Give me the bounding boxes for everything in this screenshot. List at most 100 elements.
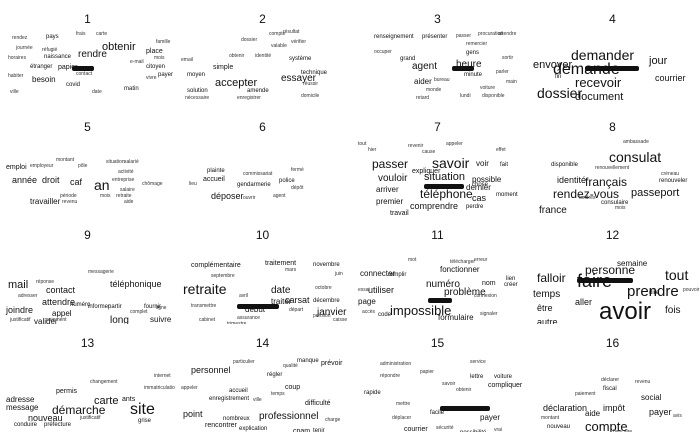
- cloud-word: charge: [325, 417, 341, 423]
- cloud-word: matin: [124, 86, 139, 92]
- cloud-word: monde: [426, 87, 442, 93]
- cloud-word: commissariat: [243, 171, 273, 177]
- cloud-word: mois: [154, 55, 165, 61]
- cloud-word: nom: [482, 280, 496, 287]
- cloud-word: carte: [96, 31, 108, 37]
- cloud-word: e-mail: [130, 59, 144, 65]
- cloud-word: voiture: [480, 85, 496, 91]
- wordcloud-panel-4: 4 demanderdemandejourenvoyerrecevoircourr…: [525, 0, 700, 108]
- cloud-word: frais: [76, 31, 86, 37]
- redaction-mark: [440, 406, 490, 411]
- cloud-word: impossible: [390, 303, 452, 318]
- wordcloud-panel-12: 12avoirfairepersonneprendrefalloirtoutse…: [525, 216, 700, 324]
- cloud-word: date: [92, 89, 102, 95]
- cloud-word: heure: [456, 59, 482, 70]
- cloud-word: passer: [372, 157, 409, 171]
- cloud-word: justificatif: [10, 317, 31, 323]
- cloud-word: agent: [412, 61, 438, 72]
- cloud-word: nombreux: [223, 416, 250, 422]
- cloud-word: connecter: [360, 269, 396, 278]
- cloud-word: mail: [8, 279, 29, 291]
- cloud-word: grand: [400, 56, 416, 62]
- cloud-word: ouvrir: [243, 195, 256, 201]
- cloud-word: cpam: [293, 428, 311, 432]
- cloud-word: rendez-vous: [553, 187, 620, 201]
- cloud-word: vouloir: [378, 173, 408, 184]
- cloud-word: démarche: [52, 403, 106, 417]
- cloud-word: ville: [253, 397, 262, 403]
- cloud-word: permis: [56, 388, 78, 395]
- cloud-word: pôle: [78, 163, 88, 169]
- cloud-word: parler: [496, 69, 509, 75]
- panel-number: 5: [84, 120, 91, 134]
- panel-number: 2: [259, 12, 266, 26]
- cloud-word: juin: [335, 271, 343, 277]
- cloud-word: premier: [376, 197, 404, 206]
- cloud-word: accueil: [229, 388, 248, 394]
- cloud-word: besoin: [32, 75, 56, 84]
- cloud-word: identité: [255, 53, 272, 59]
- cloud-word: contact: [46, 285, 76, 295]
- cloud-word: partir: [108, 304, 122, 310]
- cloud-word: perdre: [466, 204, 484, 210]
- cloud-word: france: [539, 205, 567, 216]
- cloud-word: mois: [100, 193, 111, 199]
- cloud-word: obtenir: [456, 387, 472, 393]
- cloud-word: falloir: [537, 271, 566, 285]
- panel-number: 4: [609, 12, 616, 26]
- cloud-word: simple: [213, 64, 234, 71]
- cloud-word: joindre: [6, 305, 34, 315]
- cloud-word: déposer: [211, 191, 244, 201]
- cloud-word: disponible: [482, 93, 505, 99]
- cloud-word: gens: [466, 50, 480, 56]
- cloud-word: début: [245, 305, 266, 314]
- cloud-word: professionnel: [259, 411, 319, 422]
- panel-number: 3: [434, 12, 441, 26]
- cloud-word: rendez: [12, 35, 28, 41]
- cloud-word: situation: [424, 171, 465, 183]
- cloud-word: complémentaire: [191, 262, 241, 269]
- cloud-word: dossier: [241, 37, 258, 43]
- cloud-word: montant: [541, 415, 560, 421]
- wordcloud: retraite date carsat traiter début janvier com…: [181, 244, 347, 324]
- cloud-word: disponible: [551, 162, 579, 168]
- cloud-word: signaler: [480, 311, 498, 317]
- cloud-word: lien: [506, 276, 516, 282]
- cloud-word: enregistrer: [237, 95, 261, 101]
- panel-number: 16: [605, 336, 620, 350]
- wordcloud: compte déclaration payer aide impôt social fis…: [531, 352, 694, 432]
- cloud-word: télécharger: [450, 259, 476, 265]
- cloud-word: erreur: [474, 257, 488, 263]
- cloud-word: mars: [285, 267, 297, 273]
- cloud-word: tenir: [313, 428, 325, 432]
- cloud-word: lettre: [470, 374, 484, 380]
- cloud-word: point: [183, 409, 203, 419]
- wordcloud: demanderdemandejourenvoyerrecevoircourri…: [531, 28, 694, 106]
- cloud-word: grise: [138, 418, 152, 424]
- cloud-word: sécurité: [436, 425, 454, 431]
- cloud-word: lundi: [460, 93, 471, 99]
- wordcloud-panel-2: 2 accepter essayer simple moyen solution néces…: [175, 0, 350, 108]
- cloud-word: vérifier: [291, 39, 307, 45]
- cloud-word: cabinet: [199, 317, 216, 323]
- wordcloud-panel-8: 8 consulat français rendez-vous passeport ide…: [525, 108, 700, 216]
- panel-number: 11: [431, 228, 444, 242]
- cloud-word: solution: [187, 88, 208, 94]
- redaction-mark: [577, 278, 633, 283]
- cloud-word: immatriculation: [144, 385, 175, 391]
- cloud-word: essayer: [281, 73, 317, 84]
- cloud-word: gendarmerie: [237, 182, 271, 188]
- cloud-word: document: [575, 91, 624, 103]
- cloud-word: fournir: [144, 304, 162, 310]
- cloud-word: transmettre: [191, 303, 217, 309]
- cloud-word: possibilité: [460, 430, 486, 432]
- cloud-word: départ: [289, 307, 304, 313]
- cloud-word: fin: [555, 74, 562, 80]
- cloud-word: bancaire: [613, 429, 633, 432]
- cloud-word: fiscal: [603, 386, 617, 392]
- cloud-word: bureau: [434, 77, 450, 83]
- cloud-word: minute: [464, 72, 483, 78]
- cloud-word: carsat: [285, 295, 310, 305]
- cloud-word: téléphonique: [110, 279, 162, 289]
